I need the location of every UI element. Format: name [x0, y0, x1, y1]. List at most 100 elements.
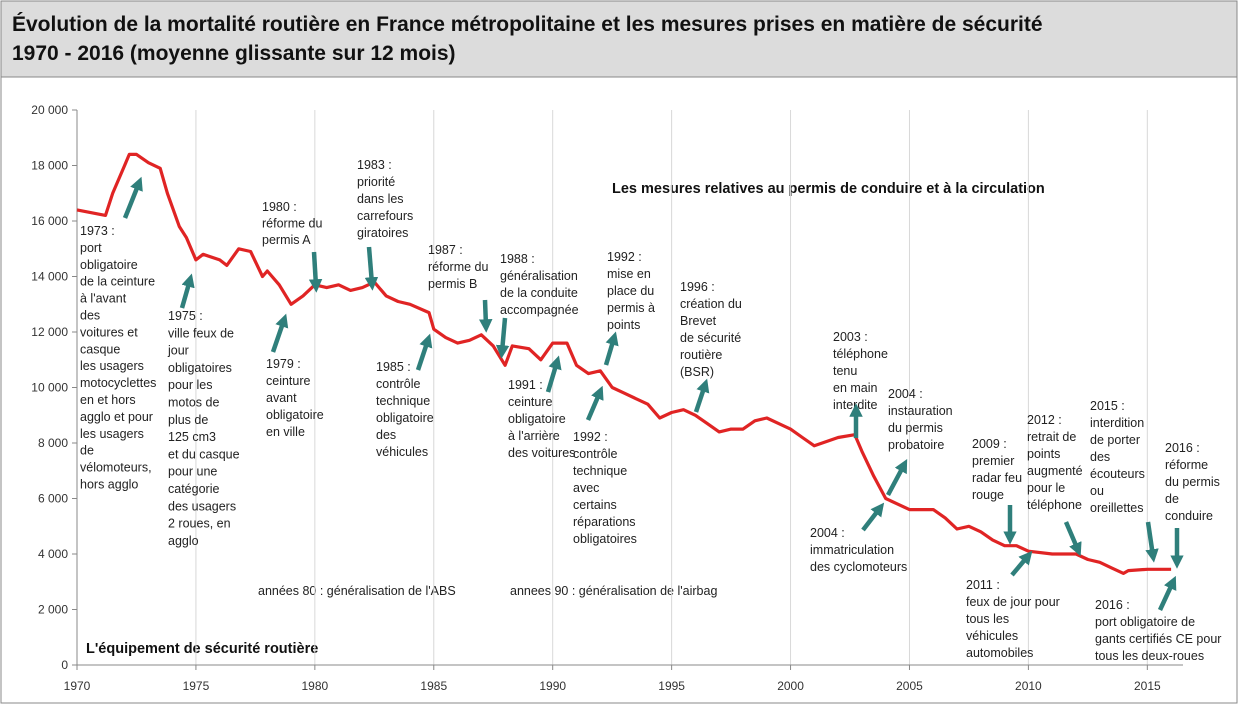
annotation: carrefours: [357, 209, 413, 223]
x-tick-label: 2015: [1134, 679, 1161, 693]
annotation: plus de: [168, 413, 208, 427]
annotation: 1988 :: [500, 252, 535, 266]
annotation: avec: [573, 481, 599, 495]
annotation: augmenté: [1027, 464, 1083, 478]
annotation: 2004 :: [888, 387, 923, 401]
annotation: contrôle: [376, 377, 421, 391]
annotation: conduire: [1165, 509, 1213, 523]
arrow: [478, 299, 493, 333]
annotation: 2003 :: [833, 330, 868, 344]
annotation: pour le: [1027, 481, 1065, 495]
y-tick-label: 10 000: [31, 381, 68, 395]
annotation: 1979 :: [266, 357, 301, 371]
arrow: [585, 385, 604, 421]
annotation: oreillettes: [1090, 501, 1144, 515]
annotation: rouge: [972, 488, 1004, 502]
annotation: points: [607, 318, 640, 332]
annotation: 2015 :: [1090, 399, 1125, 413]
annotation: retrait de: [1027, 430, 1076, 444]
annotation: véhicules: [966, 629, 1018, 643]
annotation: 2009 :: [972, 437, 1007, 451]
annotation: les usagers: [80, 427, 144, 441]
x-tick-label: 1995: [658, 679, 685, 693]
annotation: 2012 :: [1027, 413, 1062, 427]
annotation: (BSR): [680, 365, 714, 379]
annotation: tenu: [833, 364, 857, 378]
annotation: 1985 :: [376, 360, 411, 374]
y-tick-label: 4 000: [38, 547, 68, 561]
annotation: place du: [607, 284, 654, 298]
annotation: hors agglo: [80, 478, 138, 492]
annotation: des: [1090, 450, 1110, 464]
x-tick-label: 1970: [64, 679, 91, 693]
annotation: en main: [833, 381, 878, 395]
annotation: motos de: [168, 396, 219, 410]
arrow: [1063, 521, 1082, 557]
x-tick-label: 2005: [896, 679, 923, 693]
annotation: création du: [680, 297, 742, 311]
arrow: [1145, 521, 1159, 563]
y-tick-label: 20 000: [31, 103, 68, 117]
annotation: dans les: [357, 192, 404, 206]
annotation: de porter: [1090, 433, 1140, 447]
arrow: [1157, 575, 1177, 611]
annotation: généralisation: [500, 269, 578, 283]
annotation: de sécurité: [680, 331, 741, 345]
annotation: de: [80, 444, 94, 458]
annotation: en ville: [266, 425, 305, 439]
annotation: Brevet: [680, 314, 717, 328]
annotation: interdition: [1090, 416, 1144, 430]
annotation: permis à: [607, 301, 655, 315]
y-tick-label: 0: [61, 658, 68, 672]
annotation: routière: [680, 348, 722, 362]
annotation: pour une: [168, 465, 217, 479]
annotation: permis A: [262, 233, 311, 247]
annotation: 125 cm3: [168, 430, 216, 444]
annotation: 1975 :: [168, 309, 203, 323]
arrow: [495, 317, 510, 359]
x-tick-label: 2010: [1015, 679, 1042, 693]
annotation: obligatoire: [508, 412, 566, 426]
annotation: 1973 :: [80, 224, 115, 238]
annotation: premier: [972, 454, 1014, 468]
arrow: [364, 246, 379, 291]
arrow: [1010, 550, 1033, 577]
annotation: contrôle: [573, 447, 618, 461]
annotation: tous les deux-roues: [1095, 649, 1204, 663]
annotation: à l'avant: [80, 292, 127, 306]
annotation: jour: [167, 344, 189, 358]
annotation: voitures et: [80, 325, 138, 339]
annotation: vélomoteurs,: [80, 461, 152, 475]
annotation: ou: [1090, 484, 1104, 498]
annotation: véhicules: [376, 445, 428, 459]
arrow: [270, 313, 289, 353]
annotation: du permis: [888, 421, 943, 435]
annotation: et du casque: [168, 447, 240, 461]
annotation: à l'arrière: [508, 429, 560, 443]
frame: [0, 76, 1238, 704]
annotation: des cyclomoteurs: [810, 560, 907, 574]
annotation: agglo: [168, 534, 199, 548]
annotation: accompagnée: [500, 303, 579, 317]
annotation: 1991 :: [508, 378, 543, 392]
annotation: obligatoire: [80, 258, 138, 272]
annotation: téléphone: [1027, 498, 1082, 512]
annotation: 2016 :: [1165, 441, 1200, 455]
annotation: motocyclettes: [80, 376, 156, 390]
annotation: mise en: [607, 267, 651, 281]
y-tick-label: 14 000: [31, 270, 68, 284]
x-tick-label: 1980: [301, 679, 328, 693]
annotation: du permis: [1165, 475, 1220, 489]
annotation: de la conduite: [500, 286, 578, 300]
annotation: ceinture: [266, 374, 311, 388]
annotation: obligatoires: [573, 532, 637, 546]
annotation: points: [1027, 447, 1060, 461]
annotation: de la ceinture: [80, 275, 155, 289]
annotation: réforme du: [428, 260, 488, 274]
annotation: gants certifiés CE pour: [1095, 632, 1221, 646]
annotation: immatriculation: [810, 543, 894, 557]
x-tick-label: 2000: [777, 679, 804, 693]
annotation: ceinture: [508, 395, 553, 409]
arrow: [693, 378, 710, 413]
